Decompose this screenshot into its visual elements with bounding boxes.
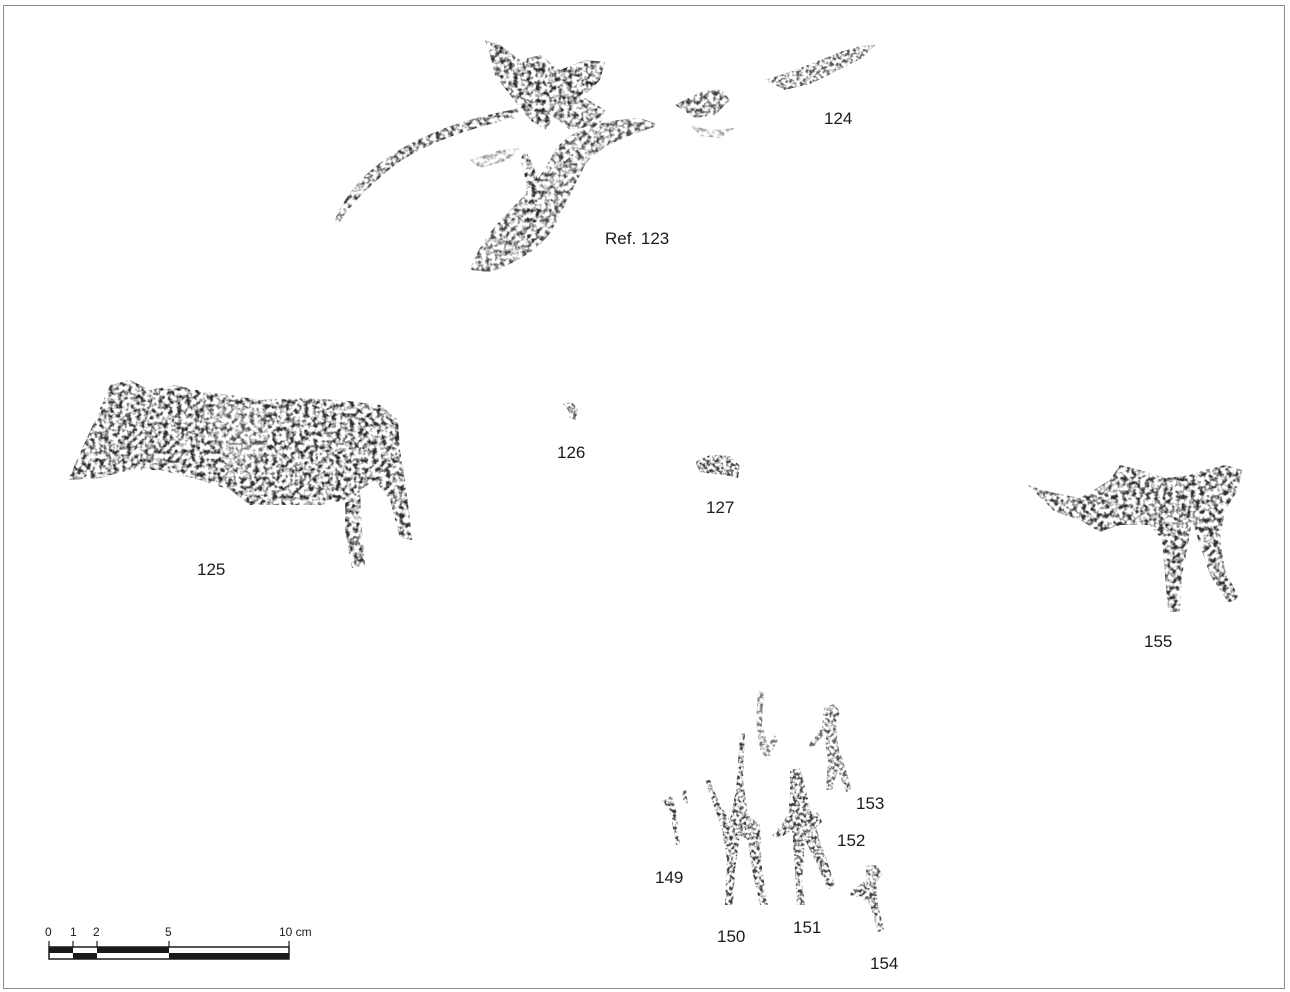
figure-153: [808, 704, 852, 792]
label-124: 124: [824, 109, 853, 128]
label-125: 125: [197, 560, 226, 579]
label-151: 151: [793, 918, 822, 937]
label-127: 127: [706, 498, 735, 517]
scale-bar: [48, 941, 290, 960]
scale-tick-1: 1: [70, 925, 77, 939]
figure-124: [765, 45, 875, 90]
figure-125: [68, 380, 412, 568]
scale-tick-5: 5: [165, 925, 172, 939]
figure-151: [772, 768, 835, 905]
scale-tick-2: 2: [93, 925, 100, 939]
label-153: 153: [856, 794, 885, 813]
scale-tick-10cm: 10 cm: [279, 925, 312, 939]
figure-154: [850, 865, 884, 932]
scale-tick-0: 0: [45, 925, 52, 939]
label-150: 150: [717, 927, 746, 946]
figure-152: [808, 812, 822, 828]
label-152: 152: [837, 831, 866, 850]
figure-150: [705, 690, 778, 905]
label-155: 155: [1144, 632, 1173, 651]
label-154: 154: [870, 954, 899, 973]
figure-155: [1028, 465, 1242, 612]
figure-127: [695, 455, 740, 478]
label-126: 126: [557, 443, 586, 462]
figure-149: [662, 790, 688, 845]
figure-126: [563, 402, 578, 420]
label-ref-123: Ref. 123: [605, 229, 670, 248]
label-149: 149: [655, 868, 684, 887]
figure-123: [335, 40, 735, 272]
